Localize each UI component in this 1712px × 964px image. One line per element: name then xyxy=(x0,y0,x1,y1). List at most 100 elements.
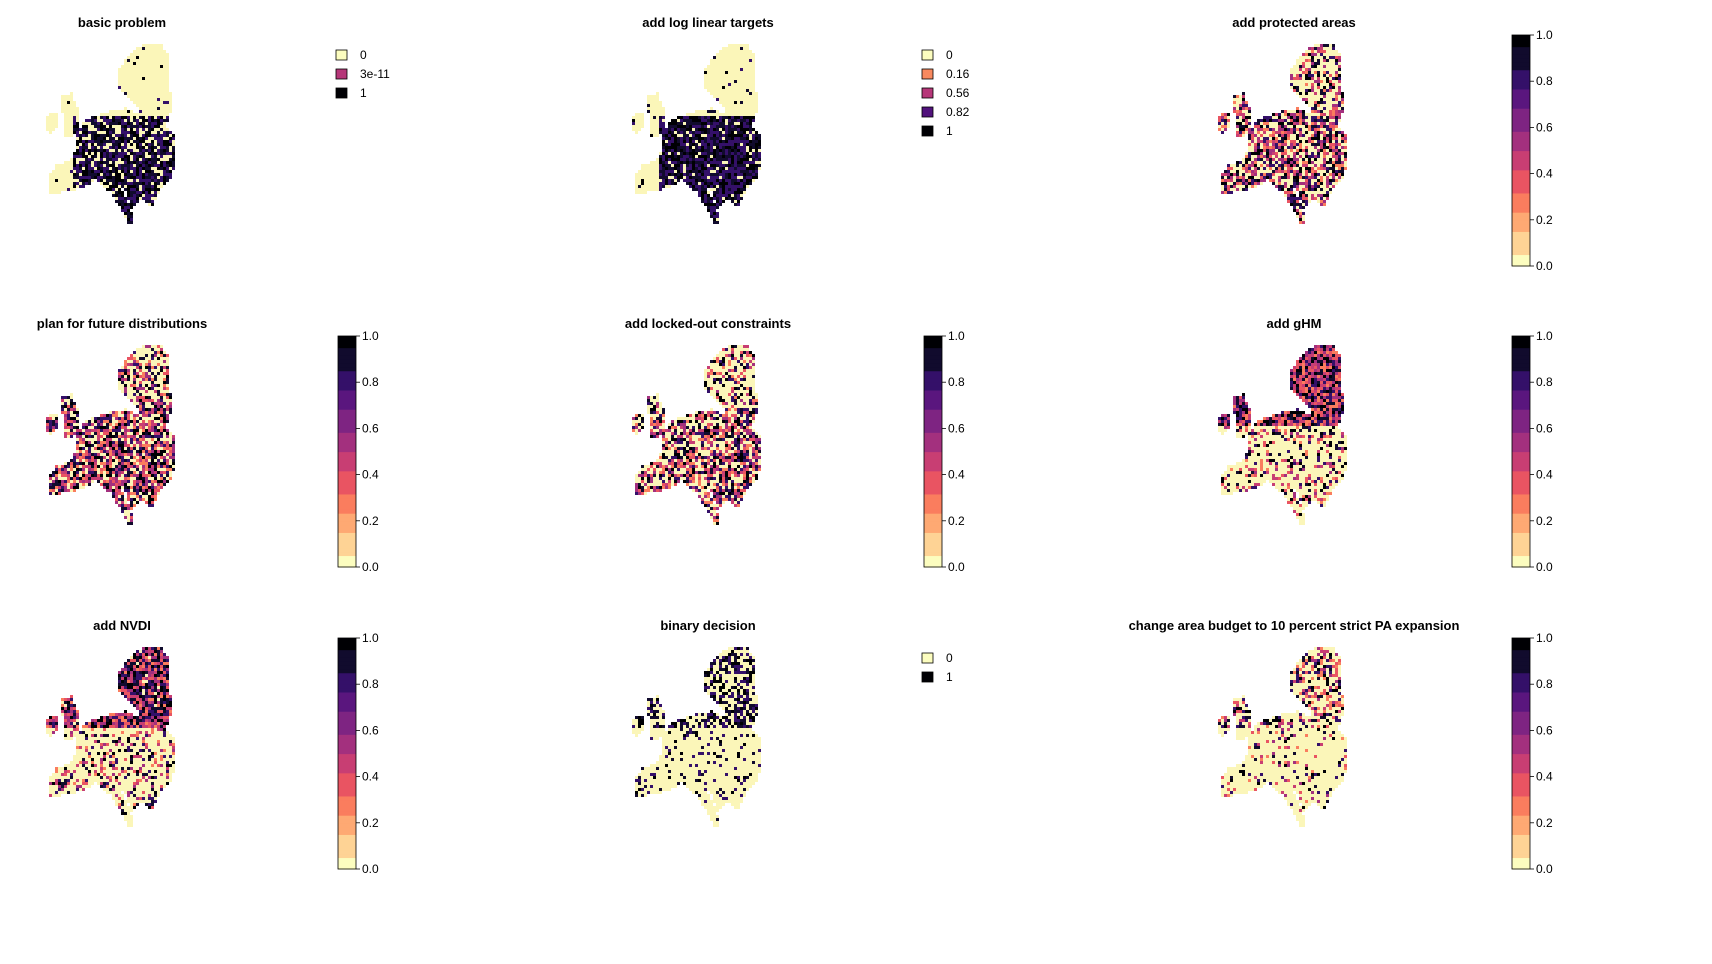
raster-cell xyxy=(112,125,115,128)
raster-cell xyxy=(740,86,743,89)
raster-cell xyxy=(73,107,76,110)
raster-cell xyxy=(130,176,133,179)
raster-cell xyxy=(67,170,70,173)
raster-cell xyxy=(88,176,91,179)
raster-cell xyxy=(154,65,157,68)
raster-cell xyxy=(115,170,118,173)
raster-cell xyxy=(722,65,725,68)
raster-cell xyxy=(734,113,737,116)
raster-cell xyxy=(136,77,139,80)
raster-cell xyxy=(124,59,127,62)
raster-cell xyxy=(139,173,142,176)
raster-cell xyxy=(154,95,157,98)
raster-cell xyxy=(148,92,151,95)
raster-cell xyxy=(734,71,737,74)
raster-cell xyxy=(1299,59,1302,62)
raster-cell xyxy=(70,110,73,113)
raster-cell xyxy=(665,158,668,161)
raster-cell xyxy=(121,149,124,152)
raster-cell xyxy=(743,104,746,107)
raster-cell xyxy=(124,149,127,152)
raster-cell xyxy=(148,164,151,167)
raster-cell xyxy=(130,122,133,125)
raster-cell xyxy=(148,134,151,137)
raster-cell xyxy=(145,152,148,155)
raster-cell xyxy=(740,89,743,92)
raster-cell xyxy=(734,191,737,194)
raster-cell xyxy=(163,83,166,86)
raster-cell xyxy=(731,113,734,116)
raster-cell xyxy=(701,161,704,164)
raster-cell xyxy=(94,161,97,164)
raster-cell xyxy=(680,149,683,152)
raster-cell xyxy=(79,176,82,179)
raster-cell xyxy=(710,131,713,134)
raster-cell xyxy=(650,179,653,182)
raster-cell xyxy=(725,185,728,188)
raster-cell xyxy=(686,134,689,137)
raster-cell xyxy=(746,149,749,152)
raster-cell xyxy=(749,134,752,137)
raster-cell xyxy=(653,170,656,173)
raster-cell xyxy=(70,131,73,134)
raster-cell xyxy=(704,185,707,188)
raster-cell xyxy=(85,143,88,146)
raster-cell xyxy=(67,104,70,107)
raster-cell xyxy=(58,173,61,176)
raster-cell xyxy=(701,131,704,134)
raster-cell xyxy=(127,143,130,146)
raster-cell xyxy=(716,215,719,218)
raster-cell xyxy=(746,65,749,68)
raster-cell xyxy=(157,104,160,107)
raster-cell xyxy=(103,146,106,149)
raster-cell xyxy=(722,173,725,176)
raster-cell xyxy=(145,59,148,62)
raster-cell xyxy=(746,122,749,125)
raster-cell xyxy=(73,110,76,113)
raster-cell xyxy=(677,140,680,143)
raster-cell xyxy=(130,146,133,149)
raster-cell xyxy=(79,182,82,185)
raster-cell xyxy=(662,173,665,176)
raster-cell xyxy=(716,137,719,140)
raster-cell xyxy=(680,161,683,164)
raster-cell xyxy=(749,122,752,125)
raster-cell xyxy=(1338,56,1341,59)
raster-cell xyxy=(85,182,88,185)
raster-cell xyxy=(127,149,130,152)
raster-cell xyxy=(115,182,118,185)
raster-cell xyxy=(163,143,166,146)
raster-cell xyxy=(734,194,737,197)
raster-cell xyxy=(70,134,73,137)
raster-cell xyxy=(136,176,139,179)
raster-cell xyxy=(653,173,656,176)
raster-cell xyxy=(139,179,142,182)
raster-cell xyxy=(716,74,719,77)
raster-cell xyxy=(52,116,55,119)
raster-cell xyxy=(656,98,659,101)
raster-cell xyxy=(728,161,731,164)
raster-cell xyxy=(743,179,746,182)
raster-cell xyxy=(755,152,758,155)
raster-cell xyxy=(82,161,85,164)
raster-cell xyxy=(124,155,127,158)
raster-cell xyxy=(55,122,58,125)
raster-cell xyxy=(112,161,115,164)
raster-cell xyxy=(157,113,160,116)
raster-cell xyxy=(716,197,719,200)
raster-cell xyxy=(734,80,737,83)
raster-cell xyxy=(154,50,157,53)
raster-cell xyxy=(713,113,716,116)
raster-cell xyxy=(55,116,58,119)
raster-cell xyxy=(136,122,139,125)
raster-cell xyxy=(142,158,145,161)
raster-cell xyxy=(710,176,713,179)
raster-cell xyxy=(85,119,88,122)
raster-cell xyxy=(692,188,695,191)
raster-cell xyxy=(58,191,61,194)
raster-cell xyxy=(710,185,713,188)
raster-cell xyxy=(692,179,695,182)
raster-cell xyxy=(154,104,157,107)
raster-cell xyxy=(115,140,118,143)
raster-cell xyxy=(1323,59,1326,62)
